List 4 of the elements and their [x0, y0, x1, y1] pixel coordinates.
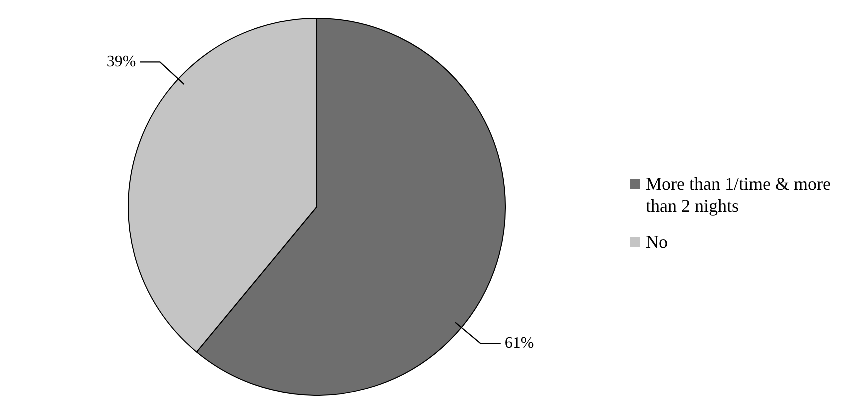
legend-label: No [646, 231, 668, 253]
data-label: 61% [504, 335, 534, 352]
legend-label: More than 1/time & more than 2 nights [646, 173, 832, 217]
data-label: 39% [106, 53, 136, 70]
